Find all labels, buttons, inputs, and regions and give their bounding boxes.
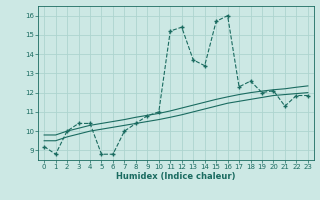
X-axis label: Humidex (Indice chaleur): Humidex (Indice chaleur) (116, 172, 236, 181)
